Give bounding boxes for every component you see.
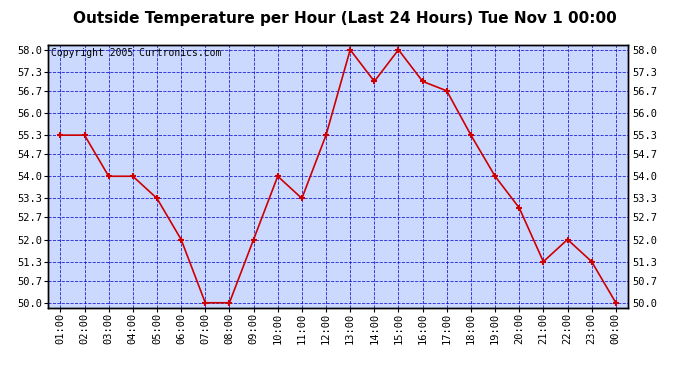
Text: Outside Temperature per Hour (Last 24 Hours) Tue Nov 1 00:00: Outside Temperature per Hour (Last 24 Ho… (73, 11, 617, 26)
Text: Copyright 2005 Curtronics.com: Copyright 2005 Curtronics.com (51, 48, 221, 58)
